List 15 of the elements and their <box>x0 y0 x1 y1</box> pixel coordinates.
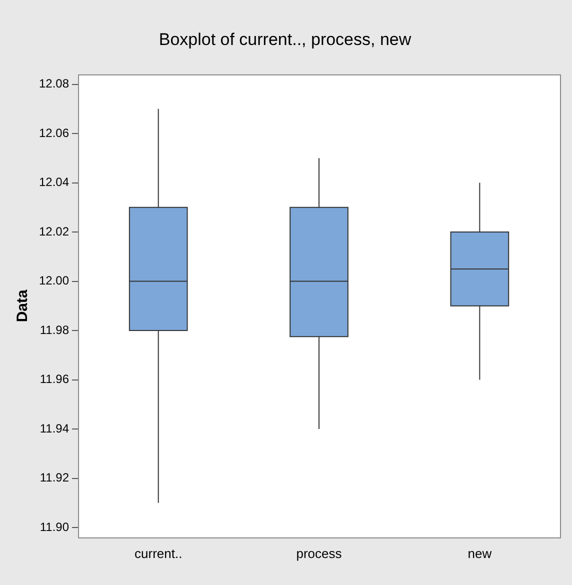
y-axis-title: Data <box>14 288 32 322</box>
y-tick-label: 11.92 <box>40 470 70 485</box>
y-tick-label: 12.00 <box>39 274 70 288</box>
y-tick-label: 11.96 <box>40 372 70 386</box>
y-tick-label: 12.02 <box>39 224 70 238</box>
x-tick-label: process <box>296 546 342 561</box>
chart-title: Boxplot of current.., process, new <box>158 30 412 49</box>
y-tick-label: 11.90 <box>40 520 70 534</box>
y-tick-label: 12.08 <box>39 76 70 91</box>
y-tick-label: 12.04 <box>39 175 70 190</box>
y-tick-label: 11.94 <box>40 421 70 436</box>
x-tick-label: current.. <box>134 546 182 561</box>
x-tick-label: new <box>468 546 492 561</box>
y-tick-label: 11.98 <box>40 322 70 337</box>
y-tick-label: 12.06 <box>39 126 70 140</box>
